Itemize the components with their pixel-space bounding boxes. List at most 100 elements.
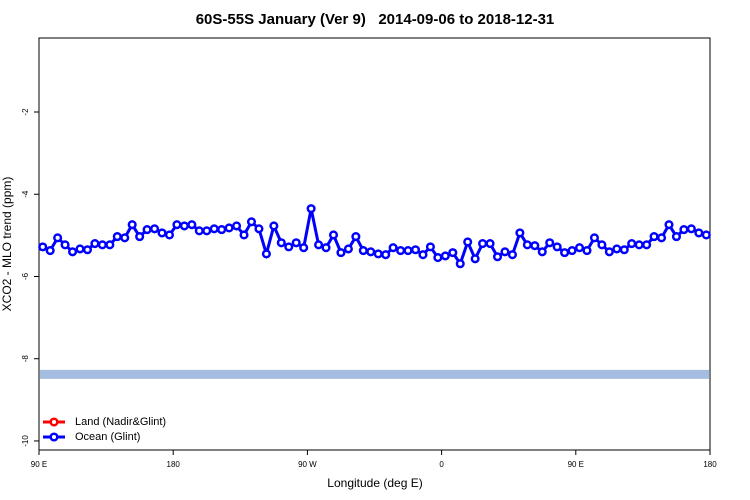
- data-point: [135, 232, 145, 242]
- data-point: [381, 250, 391, 260]
- data-point: [284, 242, 294, 252]
- data-point: [38, 242, 48, 252]
- data-point: [492, 252, 503, 262]
- data-point: [336, 248, 346, 258]
- data-point: [537, 247, 547, 257]
- data-point: [142, 225, 152, 235]
- x-tick-label: 90 W: [298, 460, 317, 469]
- data-point: [470, 254, 480, 264]
- chart-title: 60S-55S January (Ver 9) 2014-09-06 to 20…: [196, 11, 555, 28]
- legend-label: Land (Nadir&Glint): [75, 416, 166, 428]
- data-point: [664, 220, 674, 230]
- data-point: [90, 239, 100, 249]
- data-point: [418, 250, 428, 260]
- data-point: [321, 243, 331, 253]
- data-point: [515, 228, 525, 238]
- data-point: [224, 223, 234, 233]
- data-point: [299, 243, 309, 253]
- data-point: [433, 253, 443, 263]
- data-point: [560, 248, 570, 258]
- data-point: [507, 250, 517, 260]
- data-point: [634, 240, 644, 250]
- data-point: [202, 226, 212, 236]
- data-point: [45, 246, 55, 256]
- data-point: [388, 243, 398, 253]
- data-point: [485, 239, 495, 249]
- x-tick-label: 0: [439, 460, 444, 469]
- data-point: [619, 245, 629, 255]
- data-point: [522, 240, 532, 250]
- data-point: [478, 239, 488, 249]
- data-point: [567, 246, 577, 256]
- data-point: [403, 246, 413, 256]
- data-point: [358, 246, 368, 256]
- plot-frame: [38, 37, 711, 451]
- data-point: [314, 240, 324, 250]
- data-point: [68, 247, 78, 257]
- data-point: [552, 242, 562, 252]
- data-point: [448, 248, 458, 258]
- data-point: [686, 224, 696, 234]
- data-point: [172, 220, 182, 230]
- data-point: [239, 230, 249, 240]
- data-point: [500, 247, 510, 257]
- data-point: [530, 241, 540, 251]
- data-point: [127, 220, 137, 230]
- data-point: [463, 237, 473, 247]
- data-point: [649, 232, 659, 242]
- data-point: [701, 230, 711, 240]
- data-point: [254, 224, 264, 234]
- data-point: [455, 259, 465, 269]
- data-point: [425, 242, 435, 252]
- data-point: [612, 244, 622, 254]
- x-tick-label: 90 E: [31, 460, 47, 469]
- data-point: [97, 240, 107, 250]
- y-tick-label: -8: [21, 355, 30, 363]
- data-point: [246, 217, 257, 227]
- y-tick-label: -6: [21, 272, 30, 280]
- data-point: [261, 249, 271, 259]
- data-point: [82, 245, 93, 255]
- data-point: [53, 233, 63, 243]
- data-point: [396, 246, 406, 256]
- y-tick-label: -4: [21, 190, 30, 198]
- data-point: [694, 228, 704, 238]
- legend-label: Ocean (Glint): [75, 431, 140, 443]
- data-point: [217, 225, 227, 235]
- data-point: [276, 238, 286, 248]
- data-point: [60, 240, 70, 250]
- data-point: [157, 228, 167, 238]
- data-point: [306, 204, 316, 214]
- data-point: [120, 233, 130, 243]
- data-point: [597, 240, 607, 250]
- data-point: [351, 232, 361, 242]
- data-point: [373, 249, 383, 259]
- y-tick-label: -2: [21, 108, 30, 116]
- data-point: [194, 226, 204, 236]
- data-point: [187, 220, 197, 230]
- data-point: [112, 232, 122, 242]
- data-point: [410, 245, 421, 255]
- data-point: [366, 247, 376, 257]
- data-point: [209, 224, 219, 234]
- x-tick-label: 180: [703, 460, 717, 469]
- x-tick-label: 180: [167, 460, 181, 469]
- data-point: [105, 240, 115, 250]
- data-point: [627, 239, 637, 249]
- data-point: [232, 221, 242, 231]
- legend-marker: [49, 432, 59, 442]
- data-point: [150, 224, 160, 234]
- data-point: [642, 240, 652, 250]
- data-point: [291, 238, 301, 248]
- data-point: [545, 238, 555, 248]
- data-point: [671, 232, 682, 242]
- data-point: [656, 233, 667, 243]
- data-point: [75, 244, 85, 254]
- data-point: [269, 221, 279, 231]
- x-axis-label: Longitude (deg E): [327, 476, 422, 490]
- data-point: [574, 243, 585, 253]
- data-point: [440, 251, 450, 261]
- data-point: [582, 246, 592, 256]
- data-point: [589, 233, 599, 243]
